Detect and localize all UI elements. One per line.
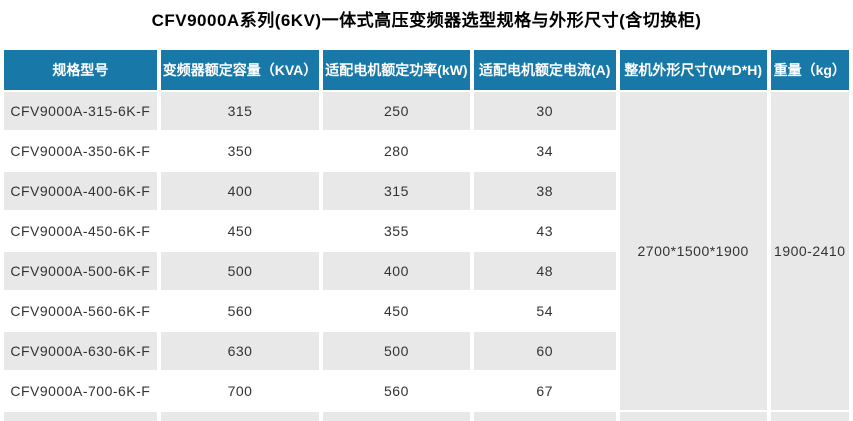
table-row: CFV9000A-350-6K-F 350 280 34: [4, 132, 849, 170]
column-header-model: 规格型号: [4, 50, 157, 90]
cell-model: CFV9000A-400-6K-F: [4, 172, 157, 210]
cell-capacity: 560: [160, 292, 320, 330]
cell-current: 54: [473, 292, 616, 330]
cell-capacity: 630: [160, 332, 320, 370]
cell-empty: [770, 412, 849, 421]
cell-capacity: 400: [160, 172, 320, 210]
column-header-power: 适配电机额定功率(kW): [323, 50, 470, 90]
cell-current: 43: [473, 212, 616, 250]
column-header-dimensions: 整机外形尺寸(W*D*H): [619, 50, 767, 90]
cell-empty: [323, 412, 470, 421]
cell-model: CFV9000A-500-6K-F: [4, 252, 157, 290]
cell-current: 67: [473, 372, 616, 410]
cell-weight-merged: 1900-2410: [770, 92, 849, 410]
cell-empty: [619, 412, 767, 421]
page-title: CFV9000A系列(6KV)一体式高压变频器选型规格与外形尺寸(含切换柜): [151, 11, 702, 30]
table-row: CFV9000A-450-6K-F 450 355 43: [4, 212, 849, 250]
cell-power: 400: [323, 252, 470, 290]
cell-capacity: 500: [160, 252, 320, 290]
cell-capacity: 700: [160, 372, 320, 410]
cell-current: 38: [473, 172, 616, 210]
cell-capacity: 315: [160, 92, 320, 130]
cell-current: 30: [473, 92, 616, 130]
cell-model: CFV9000A-700-6K-F: [4, 372, 157, 410]
cell-power: 450: [323, 292, 470, 330]
cell-model: CFV9000A-350-6K-F: [4, 132, 157, 170]
column-header-capacity: 变频器额定容量（KVA）: [160, 50, 320, 90]
cell-power: 280: [323, 132, 470, 170]
cell-power: 315: [323, 172, 470, 210]
column-header-current: 适配电机额定电流(A): [473, 50, 616, 90]
table-row-truncated: [4, 412, 849, 421]
cell-power: 560: [323, 372, 470, 410]
cell-model: CFV9000A-315-6K-F: [4, 92, 157, 130]
cell-model: CFV9000A-450-6K-F: [4, 212, 157, 250]
column-header-weight: 重量（kg）: [770, 50, 849, 90]
table-row: CFV9000A-700-6K-F 700 560 67: [4, 372, 849, 410]
cell-power: 355: [323, 212, 470, 250]
cell-dimensions-merged: 2700*1500*1900: [619, 92, 767, 410]
cell-empty: [4, 412, 157, 421]
table-row: CFV9000A-315-6K-F 315 250 30 2700*1500*1…: [4, 92, 849, 410]
cell-current: 60: [473, 332, 616, 370]
cell-power: 500: [323, 332, 470, 370]
table-row: CFV9000A-500-6K-F 500 400 48: [4, 252, 849, 290]
cell-model: CFV9000A-560-6K-F: [4, 292, 157, 330]
table-row: CFV9000A-400-6K-F 400 315 38: [4, 172, 849, 210]
cell-power: 250: [323, 92, 470, 130]
cell-empty: [473, 412, 616, 421]
cell-capacity: 450: [160, 212, 320, 250]
cell-capacity: 350: [160, 132, 320, 170]
cell-current: 48: [473, 252, 616, 290]
cell-model: CFV9000A-630-6K-F: [4, 332, 157, 370]
header-row: 规格型号 变频器额定容量（KVA） 适配电机额定功率(kW) 适配电机额定电流(…: [4, 50, 849, 90]
cell-current: 34: [473, 132, 616, 170]
table-row: CFV9000A-560-6K-F 560 450 54: [4, 292, 849, 330]
spec-table: 规格型号 变频器额定容量（KVA） 适配电机额定功率(kW) 适配电机额定电流(…: [0, 48, 853, 421]
table-row: CFV9000A-630-6K-F 630 500 60: [4, 332, 849, 370]
cell-empty: [160, 412, 320, 421]
